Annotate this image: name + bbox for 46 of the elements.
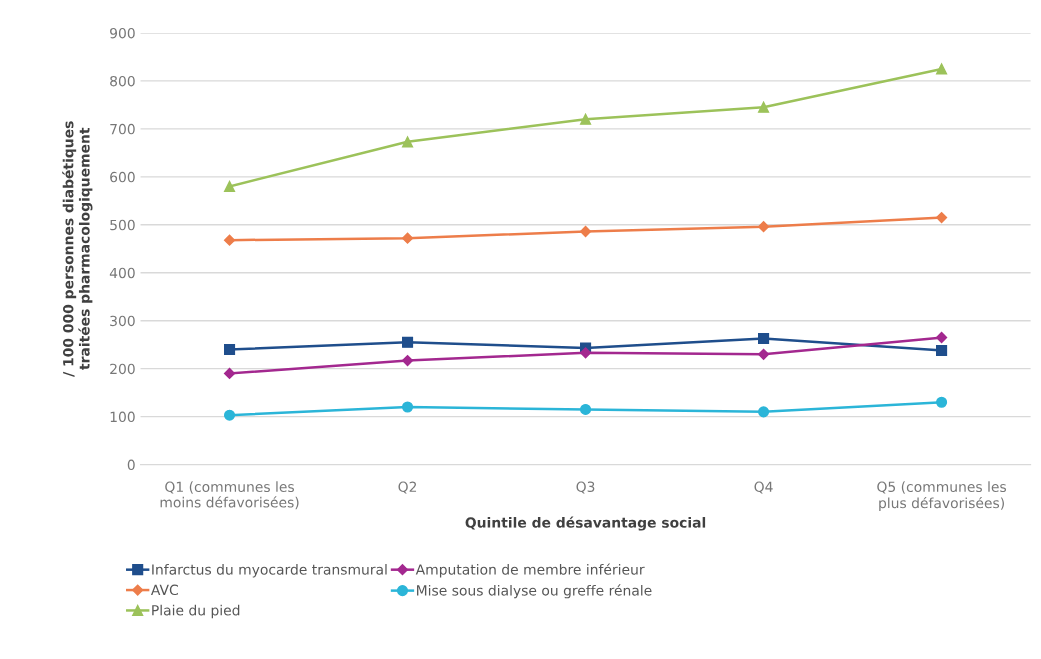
y-tick-label: 500	[110, 219, 135, 231]
y-tick-label: 400	[109, 267, 135, 279]
y-tick-label: 900	[110, 27, 135, 39]
point	[935, 211, 948, 224]
point	[758, 101, 770, 113]
point	[580, 113, 592, 125]
x-tick-label: Q2	[398, 481, 417, 494]
point	[936, 63, 948, 75]
point	[223, 343, 236, 356]
legend-label: Amputation de membre inférieur	[415, 563, 645, 578]
point	[579, 347, 592, 359]
point	[223, 409, 236, 421]
point	[580, 403, 592, 415]
point	[401, 336, 414, 348]
point	[401, 354, 414, 367]
y-tick-label: 0	[127, 459, 135, 471]
x-tick-label: Q5 (communes les plus défavorisées)	[877, 481, 1007, 511]
y-axis-title: / 100 000 personnes diabétiques traitées pharmacologiquement	[62, 121, 93, 377]
legend-label: Mise sous dialyse ou greffe rénale	[417, 584, 652, 599]
point	[223, 367, 236, 380]
point	[936, 396, 948, 408]
point	[223, 180, 236, 192]
point	[757, 348, 770, 360]
x-tick-label: Q1 (communes les moins défavorisées)	[160, 481, 299, 510]
point	[758, 332, 770, 345]
x-tick-label: Q4	[754, 481, 773, 494]
point	[935, 331, 948, 344]
x-tick-label: Q3	[576, 481, 595, 494]
y-tick-label: 700	[110, 123, 135, 135]
point	[936, 344, 948, 357]
point	[579, 225, 592, 238]
y-tick-label: 300	[110, 315, 135, 327]
y-tick-label: 200	[110, 363, 135, 375]
y-tick-label: 600	[110, 171, 135, 183]
legend-label: Plaie du pied	[152, 604, 240, 619]
point	[223, 234, 236, 246]
y-tick-label: 800	[110, 75, 135, 87]
point	[401, 232, 414, 244]
y-tick-label: 100	[110, 411, 135, 423]
point	[757, 221, 770, 233]
x-axis-title: Quintile de désavantage social	[465, 516, 706, 531]
point	[758, 406, 770, 418]
point	[401, 136, 414, 148]
point	[401, 401, 414, 413]
legend-label: Infarctus du myocarde transmural	[152, 563, 387, 578]
legend-label: AVC	[150, 584, 178, 596]
